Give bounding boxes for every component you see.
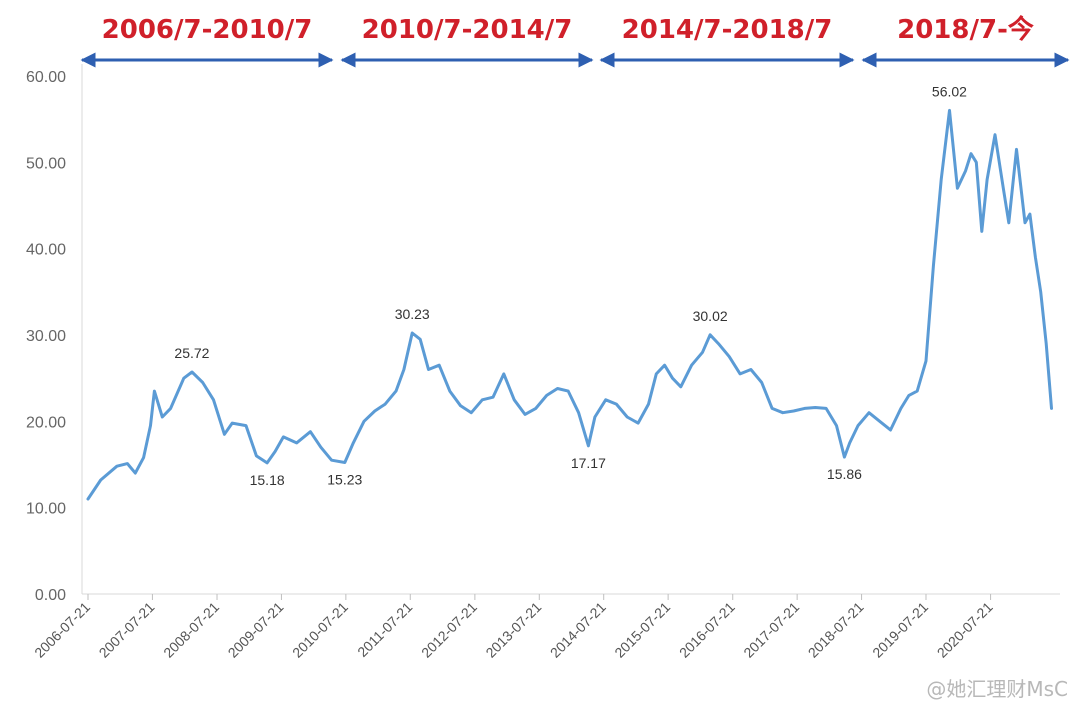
x-tick-label: 2014-07-21 <box>547 599 609 661</box>
x-tick-label: 2012-07-21 <box>418 599 480 661</box>
x-tick-label: 2016-07-21 <box>676 599 738 661</box>
y-tick-labels: 0.00 10.00 20.00 30.00 40.00 50.00 60.00 <box>26 69 66 604</box>
x-tick-label: 2010-07-21 <box>289 599 351 661</box>
x-tick-label: 2008-07-21 <box>160 599 222 661</box>
y-tick-label: 10.00 <box>26 501 66 518</box>
x-tick-labels: 2006-07-21 2007-07-21 2008-07-21 2009-07-21… <box>31 594 996 661</box>
x-tick-label: 2007-07-21 <box>96 599 158 661</box>
data-label: 25.72 <box>174 345 209 361</box>
x-tick-label: 2017-07-21 <box>740 599 802 661</box>
x-tick-label: 2019-07-21 <box>869 599 931 661</box>
series-line <box>86 108 1053 501</box>
x-tick-label: 2011-07-21 <box>354 599 415 660</box>
y-tick-label: 40.00 <box>26 242 66 259</box>
period-label: 2018/7-今 <box>897 14 1034 45</box>
x-tick-label: 2009-07-21 <box>225 599 287 661</box>
y-tick-label: 20.00 <box>26 414 66 431</box>
data-label: 30.23 <box>395 306 430 322</box>
data-label: 17.17 <box>571 455 606 471</box>
x-tick-label: 2015-07-21 <box>611 599 673 661</box>
period-label: 2010/7-2014/7 <box>362 15 573 45</box>
data-label: 30.02 <box>693 308 728 324</box>
data-label: 15.86 <box>827 466 862 482</box>
y-tick-label: 30.00 <box>26 328 66 345</box>
chart-axes <box>81 64 1060 595</box>
x-tick-label: 2006-07-21 <box>31 599 93 661</box>
period-label: 2006/7-2010/7 <box>102 15 313 45</box>
y-tick-label: 50.00 <box>26 155 66 172</box>
period-label: 2014/7-2018/7 <box>622 15 833 45</box>
y-tick-label: 60.00 <box>26 69 66 86</box>
y-tick-label: 0.00 <box>35 587 66 604</box>
data-label: 15.23 <box>327 472 362 488</box>
data-label: 15.18 <box>250 472 285 488</box>
watermark-text: @她汇理财MsC <box>926 677 1068 701</box>
x-tick-label: 2018-07-21 <box>805 599 867 661</box>
period-markers: 2006/7-2010/7 2010/7-2014/7 2014/7-2018/7 2… <box>80 14 1070 68</box>
data-label: 56.02 <box>932 83 967 99</box>
data-labels: 25.72 15.18 15.23 30.23 17.17 30.02 15.86 56.02 <box>174 83 967 488</box>
x-tick-label: 2020-07-21 <box>934 599 996 661</box>
x-tick-label: 2013-07-21 <box>482 599 544 661</box>
